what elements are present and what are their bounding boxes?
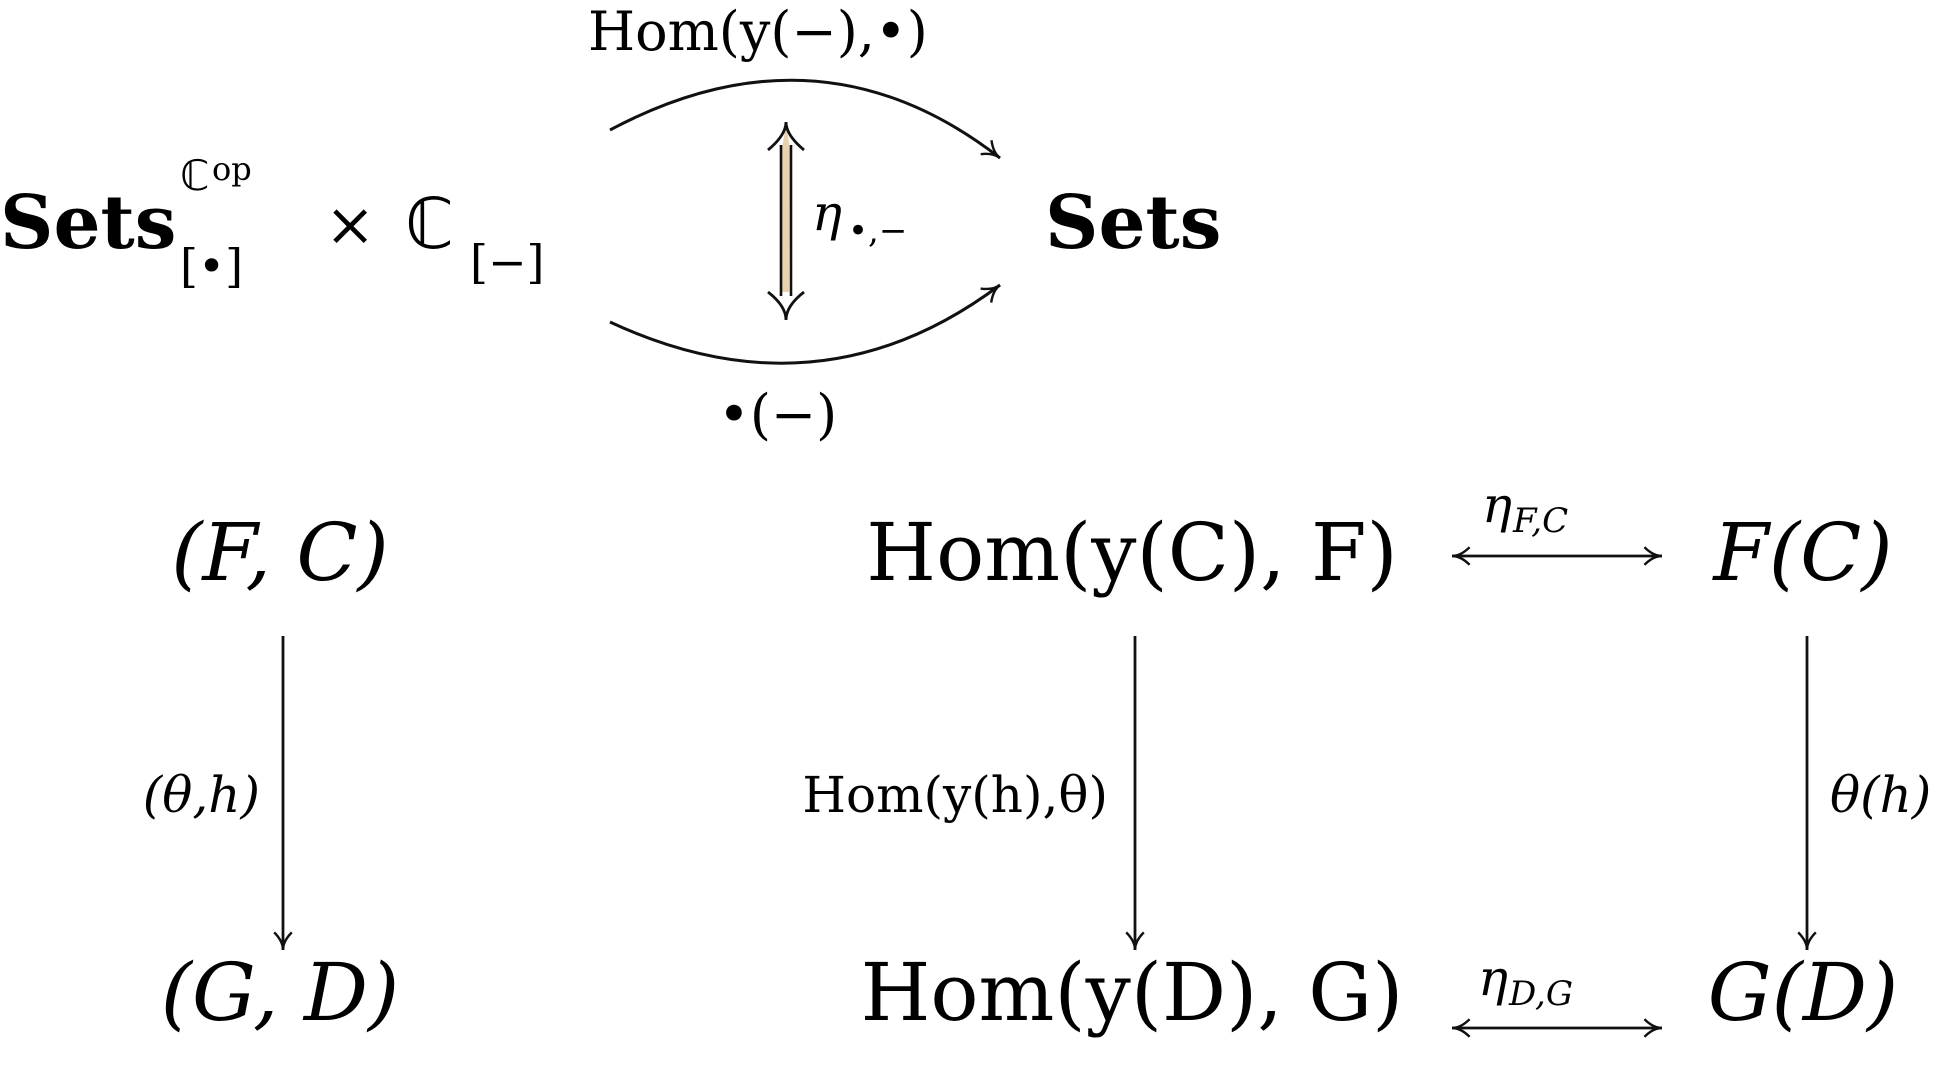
left-arrow-label: (θ,h) [143,766,260,824]
lower-functor-arrow [609,283,1001,365]
eta-subscript: •,− [848,211,907,251]
node-hom-yd-g: Hom(y(D), G) [861,946,1404,1039]
sets-superscript-category: ℂ [180,151,209,200]
top-iso-eta: η [1482,476,1512,534]
product-symbol: × [325,190,375,260]
node-g-of-d: G(D) [1708,946,1898,1039]
bottom-iso-subscript: D,G [1508,974,1573,1014]
source-object: Sets ℂ op [•] × ℂ [−] [0,150,544,293]
lower-arrow-label: •(−) [718,383,837,446]
upper-arrow-label: Hom(y(−),•) [588,0,928,63]
bottom-iso-eta: η [1478,949,1508,1007]
node-f-of-c: F(C) [1711,506,1892,599]
sets-label: Sets [0,180,176,266]
hom-arrow-label: Hom(y(h),θ) [802,766,1108,824]
right-square: Hom(y(C), F) F(C) Hom(y(D), G) G(D) η F,… [802,476,1931,1039]
eta-label: η [812,184,842,242]
category-c-label: ℂ [405,183,454,265]
object-g-d: (G, D) [161,946,399,1039]
sets-superscript-op: op [212,150,252,188]
target-object-sets: Sets [1045,180,1221,266]
top-iso-subscript: F,C [1512,501,1568,541]
node-hom-yc-f: Hom(y(C), F) [866,506,1397,599]
object-f-c: (F, C) [171,506,389,599]
upper-functor-arrow [609,78,1001,160]
theta-h-label: θ(h) [1830,766,1931,824]
top-diagram: Sets ℂ op [•] × ℂ [−] Sets Hom(y(−),•) •… [0,0,1221,446]
category-c-subscript: [−] [470,235,544,289]
left-column: (F, C) (θ,h) (G, D) [143,506,399,1039]
natural-iso-double-arrow [767,121,805,321]
sets-subscript: [•] [180,239,243,293]
